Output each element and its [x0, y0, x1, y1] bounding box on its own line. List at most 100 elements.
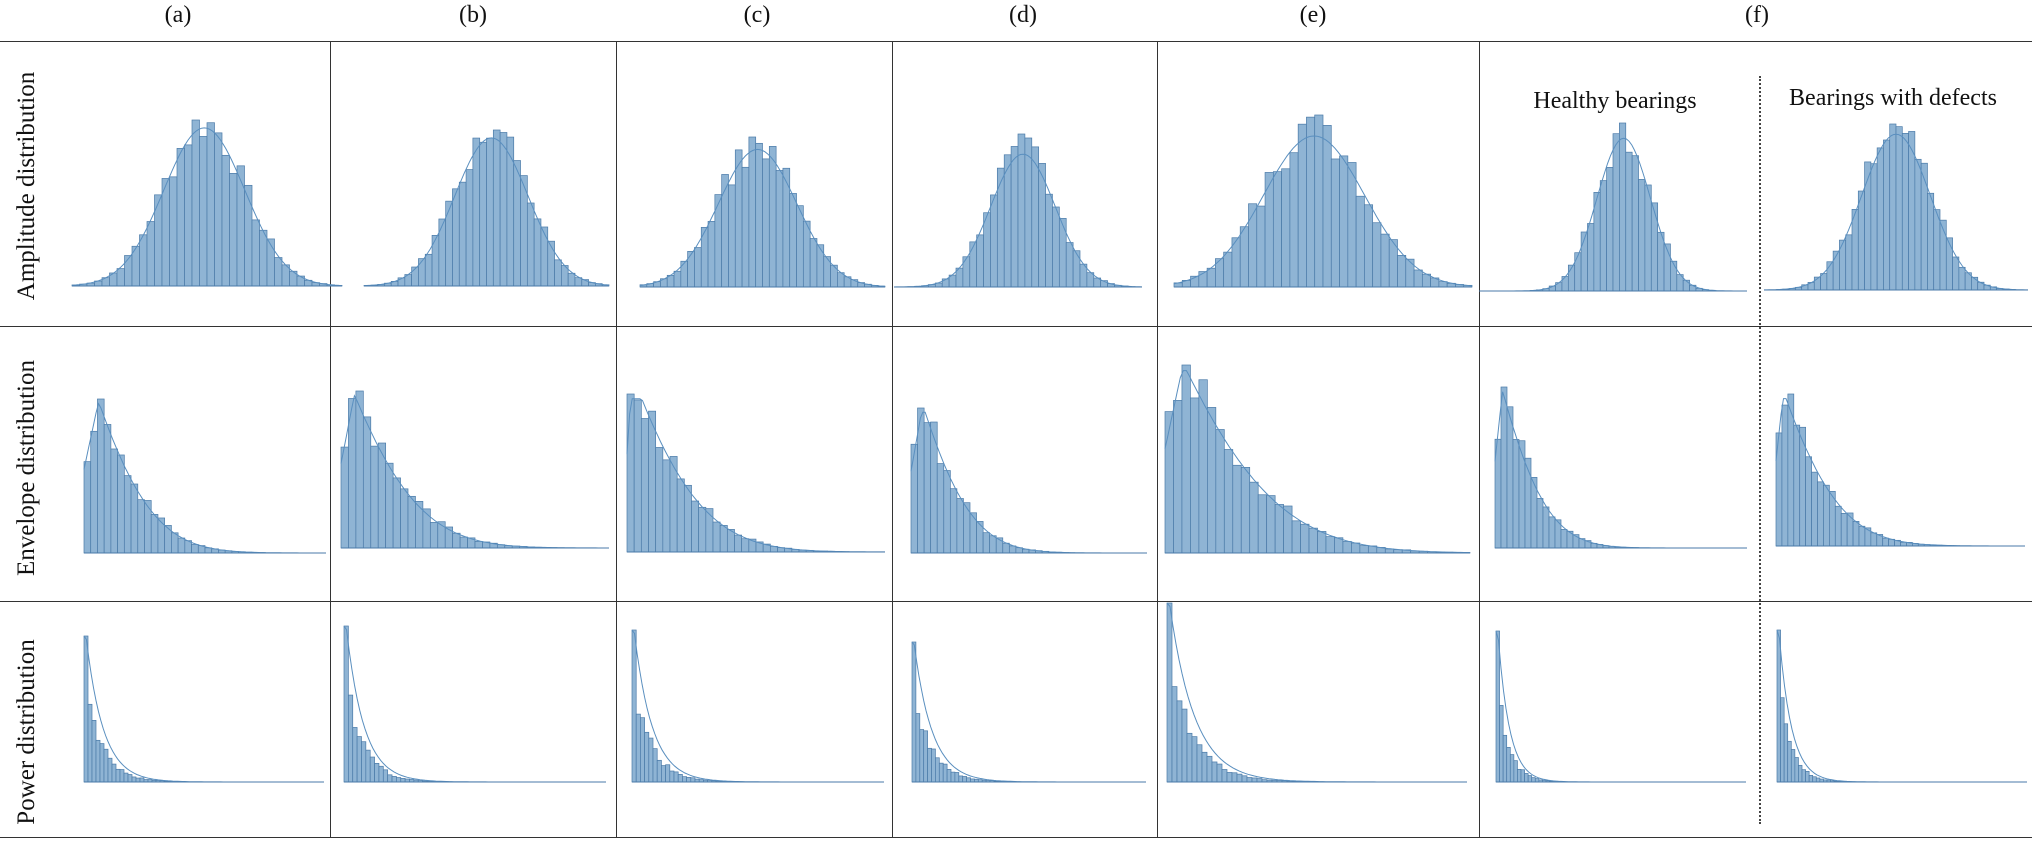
histogram-bar	[1840, 512, 1848, 547]
histogram-bar	[1186, 732, 1193, 783]
histogram-bar	[1509, 754, 1515, 783]
histogram-bar	[962, 776, 967, 783]
histogram-bar	[707, 221, 716, 288]
histogram-bar	[1176, 700, 1183, 783]
kde-curve	[71, 127, 343, 286]
histogram-bar	[1805, 456, 1812, 547]
histogram-bar	[392, 477, 401, 549]
histogram-bar	[415, 501, 424, 549]
histogram-envelope-c	[626, 393, 885, 553]
column-label-e: (e)	[1299, 2, 1327, 28]
histogram-bar	[1308, 527, 1318, 554]
histogram-bar	[567, 272, 576, 287]
histogram-bar	[1289, 152, 1299, 288]
histogram-bar	[1281, 168, 1291, 288]
histogram-bar	[1625, 151, 1633, 292]
histogram-bar	[1870, 163, 1878, 291]
histogram-bar	[1339, 155, 1349, 288]
histogram-bar	[626, 393, 635, 553]
row-label-power: Power distribution	[13, 639, 40, 825]
histogram-bar	[1384, 548, 1395, 554]
histogram-bar	[1812, 776, 1817, 783]
histogram-bar	[465, 169, 474, 287]
histogram-bar	[1670, 260, 1678, 292]
histogram-bar	[157, 517, 166, 554]
histogram-bar	[1221, 769, 1228, 783]
histogram-bar	[382, 769, 389, 783]
histogram-bar	[1201, 751, 1208, 783]
histogram-bar	[191, 119, 200, 287]
histogram-bar	[1297, 123, 1307, 288]
histogram-bar	[1206, 755, 1213, 783]
histogram-bar	[144, 500, 152, 554]
histogram-bar	[943, 470, 951, 554]
histogram-bar	[1580, 231, 1588, 292]
histogram-bar	[665, 764, 671, 783]
histogram-bar	[1248, 203, 1258, 288]
histogram-bar	[499, 132, 508, 287]
histogram-bar	[1524, 457, 1532, 549]
histogram-amplitude-f-defects	[1764, 123, 2028, 291]
histogram-bar	[1342, 541, 1352, 554]
histogram-bar	[370, 445, 379, 549]
histogram-bar	[1852, 521, 1860, 547]
histogram-bar	[911, 641, 917, 783]
histogram-bar	[1256, 778, 1263, 783]
histogram-bar	[526, 202, 535, 287]
grid-line-top	[0, 41, 2032, 42]
histogram-bar	[1003, 154, 1012, 288]
subtitle-healthy-bearings: Healthy bearings	[1533, 88, 1697, 114]
histogram-bar	[1619, 122, 1627, 292]
histogram-envelope-a	[83, 398, 326, 554]
histogram-bar	[935, 757, 940, 783]
histogram-bar	[1808, 775, 1814, 783]
histogram-bar	[686, 777, 692, 783]
histogram-bar	[1823, 484, 1830, 547]
histogram-bar	[259, 229, 268, 287]
histogram-bar	[1542, 506, 1550, 549]
histogram-bar	[1858, 525, 1866, 547]
histogram-bar	[1574, 252, 1582, 292]
histogram-bar	[1274, 504, 1284, 554]
histogram-bar	[1207, 407, 1217, 554]
histogram-bar	[676, 478, 685, 553]
histogram-bar	[923, 730, 928, 783]
kde-curve	[1764, 133, 2028, 291]
histogram-bar	[1206, 267, 1216, 288]
histogram-bar	[1513, 760, 1518, 783]
histogram-bar	[214, 132, 223, 287]
histogram-bar	[1291, 520, 1301, 554]
histogram-bar	[116, 268, 125, 287]
histogram-envelope-f-healthy	[1494, 386, 1747, 549]
histogram-bar	[83, 635, 89, 783]
histogram-bar	[1857, 190, 1865, 291]
histogram-power-e	[1166, 602, 1467, 783]
histogram-bar	[117, 454, 125, 554]
grid-line-bottom	[0, 837, 2032, 838]
histogram-bar	[229, 173, 238, 287]
grid-line-row-1	[0, 326, 2032, 327]
histogram-bar	[119, 769, 125, 783]
histogram-bar	[111, 763, 117, 783]
histogram-bar	[1776, 629, 1781, 783]
histogram-bar	[941, 278, 950, 288]
kde-curve	[343, 625, 606, 783]
histogram-bar	[1650, 202, 1659, 292]
histogram-bar	[635, 713, 641, 783]
histogram-bar	[1908, 131, 1916, 291]
grid-line-row-2	[0, 601, 2032, 602]
histogram-bar	[946, 769, 952, 783]
histogram-bar	[221, 154, 230, 287]
histogram-bar	[1832, 250, 1840, 291]
histogram-bar	[1330, 158, 1340, 288]
histogram-bar	[1512, 439, 1520, 549]
histogram-bar	[206, 122, 215, 287]
histogram-bar	[1587, 223, 1595, 292]
row-label-amplitude: Amplitude distribution	[13, 71, 40, 301]
histogram-bar	[1364, 204, 1374, 288]
histogram-bar	[124, 255, 133, 287]
histogram-bar	[1239, 226, 1249, 288]
column-label-a: (a)	[164, 2, 192, 28]
histogram-bar	[176, 148, 185, 287]
histogram-bar	[1517, 768, 1522, 783]
